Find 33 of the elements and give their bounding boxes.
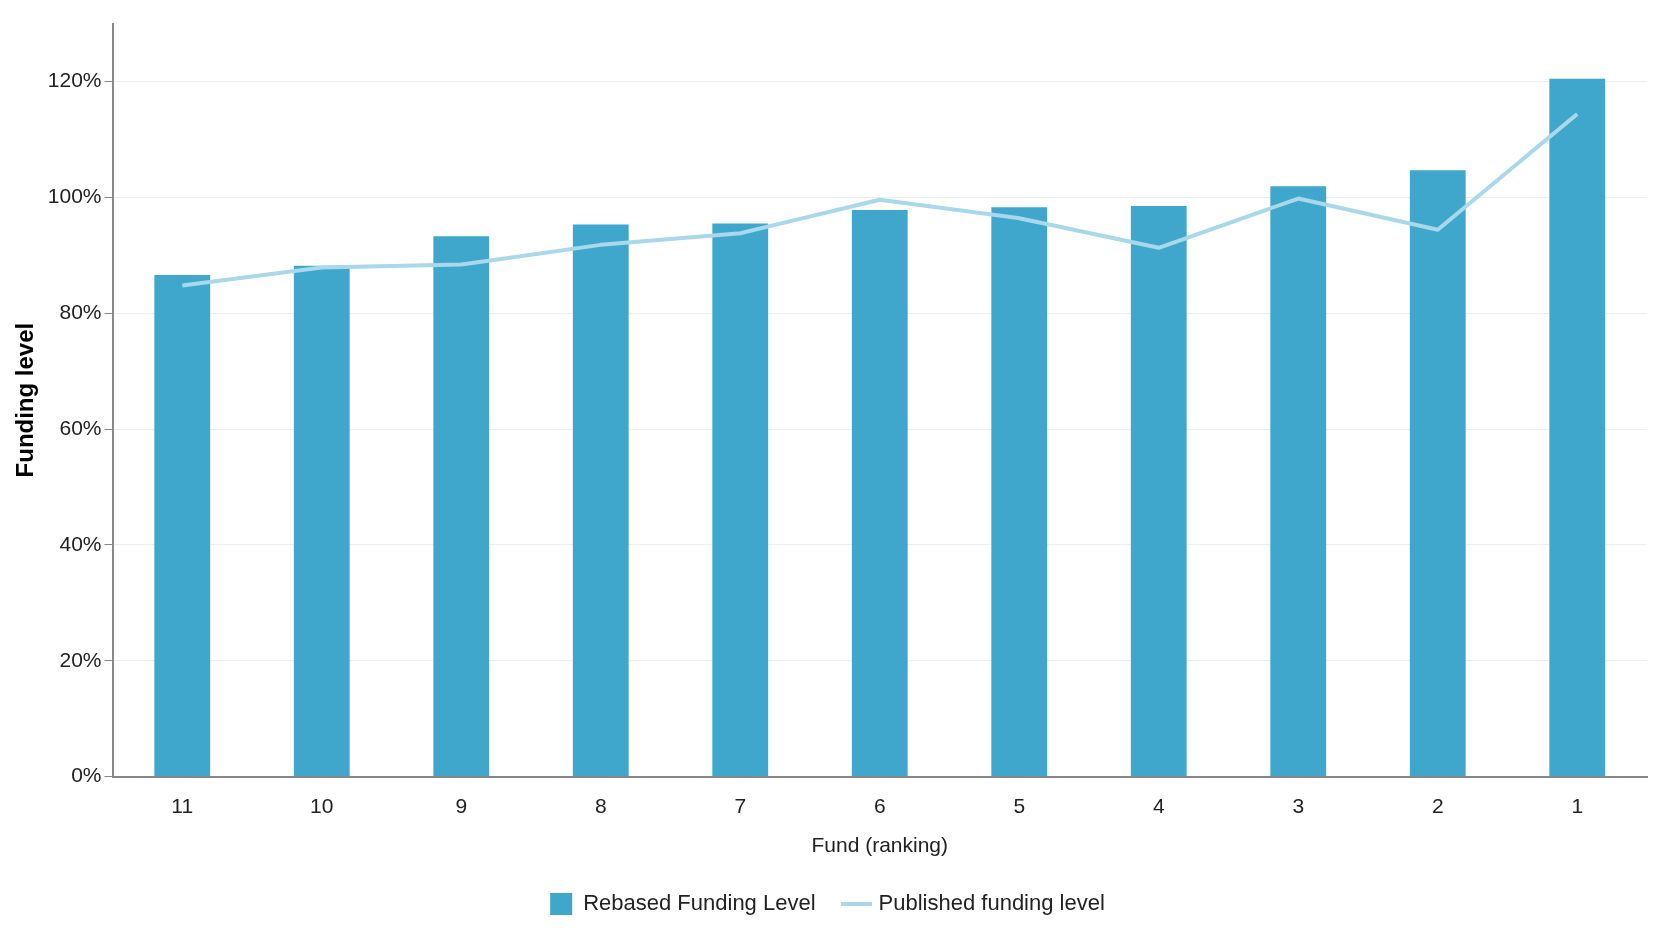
x-tick-label: 3: [1292, 794, 1305, 817]
x-tick-label: 11: [171, 794, 194, 817]
bar: [293, 265, 350, 777]
y-tick-label: 60%: [59, 415, 102, 439]
x-tick-label: 4: [1152, 794, 1165, 817]
y-axis-title: Funding level: [11, 322, 39, 478]
bar: [851, 210, 908, 777]
bar: [1409, 170, 1466, 777]
y-tick-label: 0%: [71, 763, 102, 787]
y-tick-label: 80%: [59, 300, 102, 324]
x-tick-label: 10: [310, 794, 334, 817]
bar: [572, 224, 629, 777]
y-tick-label: 40%: [59, 531, 102, 555]
bar: [433, 236, 490, 777]
x-tick-label: 7: [734, 794, 747, 817]
bar: [712, 223, 769, 777]
legend-label: Rebased Funding Level: [583, 890, 816, 916]
legend-label: Published funding level: [878, 890, 1105, 916]
y-tick-label: 120%: [47, 68, 102, 92]
x-tick-label: 1: [1571, 794, 1584, 817]
x-tick-label: 2: [1431, 794, 1444, 817]
y-tick-label: 20%: [59, 647, 102, 671]
y-tick-label: 100%: [47, 184, 102, 208]
bar: [154, 274, 211, 777]
x-tick-label: 8: [594, 794, 607, 817]
bar: [1549, 78, 1606, 777]
bar: [1130, 206, 1187, 777]
x-tick-label: 9: [455, 794, 468, 817]
bar: [1270, 186, 1327, 777]
x-tick-label: 6: [873, 794, 886, 817]
x-tick-label: 5: [1013, 794, 1026, 817]
bar: [991, 207, 1048, 777]
x-axis-title: Fund (ranking): [811, 833, 949, 857]
